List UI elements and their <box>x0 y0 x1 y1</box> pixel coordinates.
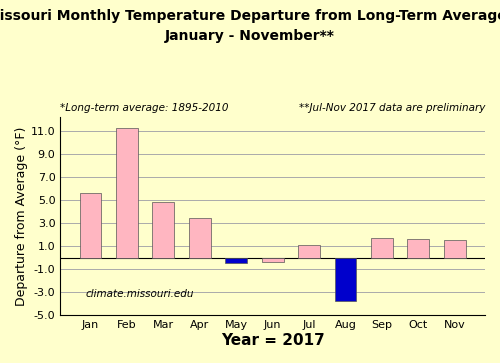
Bar <box>371 238 393 258</box>
Bar <box>298 245 320 258</box>
Bar <box>262 258 283 262</box>
Bar <box>152 202 174 258</box>
Y-axis label: Departure from Average (°F): Departure from Average (°F) <box>15 126 28 306</box>
X-axis label: Year = 2017: Year = 2017 <box>221 333 324 348</box>
Bar <box>116 128 138 258</box>
Bar <box>226 258 247 264</box>
Text: Missouri Monthly Temperature Departure from Long-Term Average*: Missouri Monthly Temperature Departure f… <box>0 9 500 23</box>
Text: *Long-term average: 1895-2010: *Long-term average: 1895-2010 <box>60 103 229 113</box>
Bar <box>80 193 102 258</box>
Bar <box>189 218 210 258</box>
Bar <box>408 239 430 258</box>
Text: **Jul-Nov 2017 data are preliminary: **Jul-Nov 2017 data are preliminary <box>298 103 485 113</box>
Text: January - November**: January - November** <box>165 29 335 43</box>
Bar <box>444 240 466 258</box>
Bar <box>334 258 356 302</box>
Text: climate.missouri.edu: climate.missouri.edu <box>86 289 194 299</box>
